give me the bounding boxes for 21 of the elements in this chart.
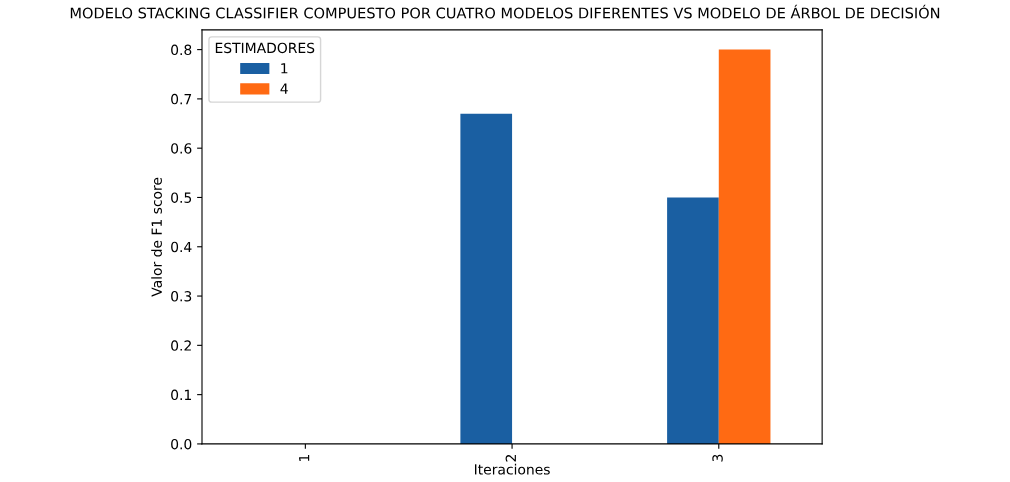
bar [718,49,771,444]
x-axis-title: Iteraciones [474,463,550,475]
y-tick-label: 0.7 [171,93,192,105]
y-tick-label: 0.6 [171,143,192,154]
chart-title: MODELO STACKING CLASSIFIER COMPUESTO POR CUATRO MODELOS DIFERENTES VS MODELO DE ÁRBOL DE DECISIÓN [70,4,940,19]
y-tick-label: 0.1 [171,389,191,401]
y-tick-label: 0.3 [171,291,192,302]
legend-label: 4 [280,83,288,94]
y-tick-label: 0.8 [171,44,192,56]
x-tick-label: 3 [712,454,723,462]
legend-label: 1 [281,63,288,74]
y-tick-label: 0.0 [171,438,192,450]
y-axis-title: Valor de F1 score [151,177,162,297]
bar [667,197,719,444]
y-tick-label: 0.4 [171,241,192,253]
y-tick-label: 0.5 [171,192,192,203]
x-tick-label: 1 [299,454,310,461]
bar [460,113,513,444]
y-tick-label: 0.2 [171,340,191,351]
x-tick-label: 2 [505,455,516,462]
legend-title: ESTIMADORES [215,42,315,54]
